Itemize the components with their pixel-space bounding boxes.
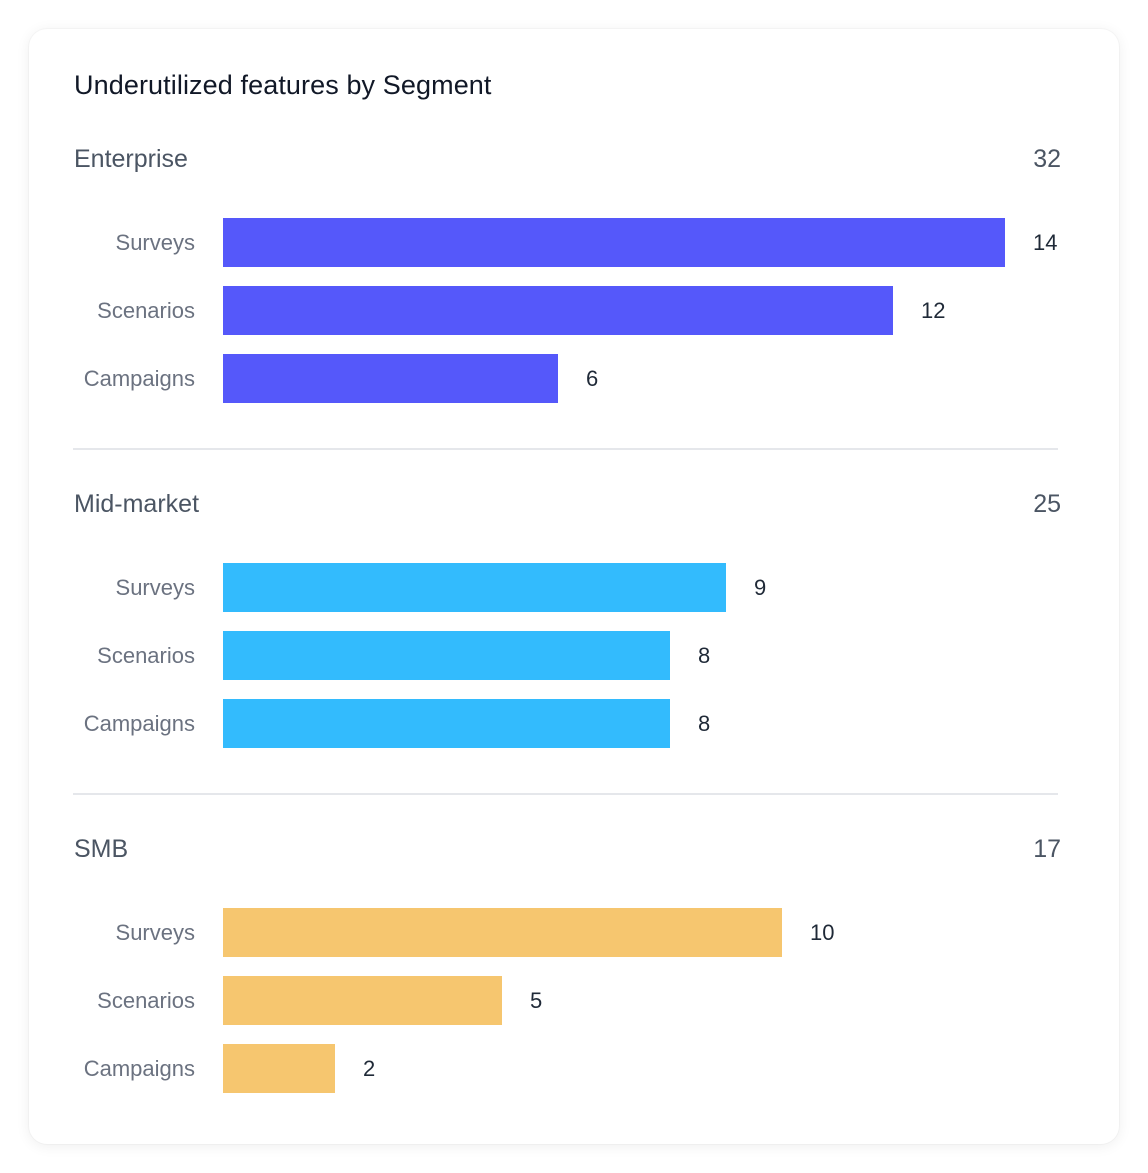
bar-category-label: Campaigns [83, 366, 195, 391]
bar [223, 699, 670, 748]
segment-name: Enterprise [74, 145, 188, 173]
bar-category-label: Scenarios [97, 643, 195, 668]
segment-divider [73, 448, 1058, 450]
segment-group: Enterprise 32 Surveys 14 Scenarios 12 Campaign… [0, 145, 1148, 445]
bar [223, 218, 1005, 267]
bar [223, 908, 782, 957]
bar-category-label: Campaigns [83, 711, 195, 736]
segment-total: 25 [1033, 490, 1061, 518]
bar-category-label: Surveys [115, 230, 195, 255]
bar [223, 354, 558, 403]
bar-value-label: 2 [363, 1056, 376, 1081]
bar-category-label: Surveys [115, 920, 195, 945]
segment-total: 17 [1033, 835, 1061, 863]
bar [223, 631, 670, 680]
chart-title: Underutilized features by Segment [74, 70, 492, 100]
bar-value-label: 10 [810, 920, 835, 945]
bar-category-label: Scenarios [97, 298, 195, 323]
bar-value-label: 14 [1033, 230, 1058, 255]
bar-category-label: Surveys [115, 575, 195, 600]
bar [223, 286, 893, 335]
segment-total: 32 [1033, 145, 1061, 173]
segment-divider [73, 793, 1058, 795]
bar-value-label: 12 [921, 298, 946, 323]
bar-value-label: 6 [586, 366, 599, 391]
bar-value-label: 8 [698, 643, 711, 668]
bar-category-label: Scenarios [97, 988, 195, 1013]
segment-name: Mid-market [74, 490, 200, 518]
bar-value-label: 8 [698, 711, 711, 736]
bar-value-label: 9 [754, 575, 767, 600]
bar-category-label: Campaigns [83, 1056, 195, 1081]
bar [223, 1044, 335, 1093]
segment-group: Mid-market 25 Surveys 9 Scenarios 8 Campaigns 8 [0, 490, 1148, 790]
bar [223, 976, 502, 1025]
bar [223, 563, 726, 612]
segment-group: SMB 17 Surveys 10 Scenarios 5 Campaigns 2 [0, 835, 1148, 1135]
segment-name: SMB [74, 835, 129, 863]
bar-value-label: 5 [530, 988, 543, 1013]
